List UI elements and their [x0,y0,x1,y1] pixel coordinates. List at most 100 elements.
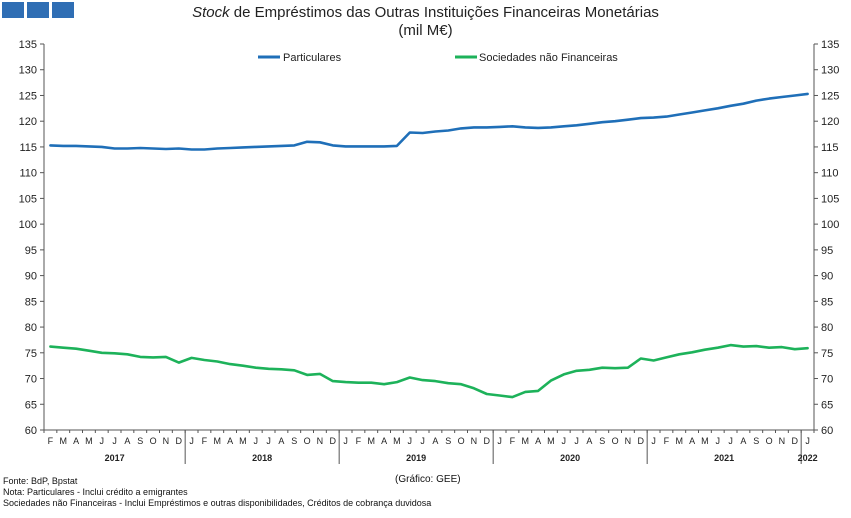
y-tick-label-right: 100 [821,219,839,231]
x-tick-label-month: D [792,436,799,446]
y-tick-label-left: 95 [25,245,37,257]
y-tick-label-right: 80 [821,322,833,334]
y-tick-label-left: 60 [25,425,37,437]
y-tick-label-right: 90 [821,271,833,283]
x-tick-label-month: J [343,436,348,446]
y-tick-label-left: 75 [25,348,37,360]
x-tick-label-month: A [381,436,387,446]
year-label: 2020 [560,453,580,463]
x-tick-label-month: J [574,436,579,446]
x-tick-label-month: A [432,436,438,446]
corner-square [27,2,49,18]
year-label: 2021 [714,453,734,463]
y-tick-label-left: 130 [19,65,37,77]
y-tick-label-left: 105 [19,193,37,205]
y-tick-label-left: 125 [19,90,37,102]
y-tick-label-left: 135 [19,39,37,51]
chart-title: Stock de Empréstimos das Outras Institui… [0,4,851,22]
x-tick-label-month: N [163,436,170,446]
y-tick-label-right: 125 [821,90,839,102]
graph-credit: (Gráfico: GEE) [395,474,461,485]
x-tick-label-month: J [254,436,259,446]
corner-square [2,2,24,18]
x-tick-label-month: S [445,436,451,446]
series-line-particulares [49,92,809,151]
x-tick-label-month: D [330,436,337,446]
x-tick-label-month: F [202,436,208,446]
x-tick-label-month: J [112,436,117,446]
x-tick-label-month: M [239,436,247,446]
y-tick-label-right: 105 [821,193,839,205]
x-tick-label-month: N [779,436,786,446]
chart-title-italic: Stock [192,4,230,21]
x-tick-label-month: M [547,436,555,446]
chart-unit: (mil M€) [398,22,453,39]
x-tick-label-month: O [458,436,465,446]
y-tick-label-left: 70 [25,374,37,386]
x-tick-label-month: J [805,436,810,446]
y-tick-label-right: 135 [821,39,839,51]
y-tick-label-right: 75 [821,348,833,360]
x-tick-label-month: A [124,436,130,446]
x-tick-label-month: A [73,436,79,446]
year-label: 2019 [406,453,426,463]
x-tick-label-month: J [728,436,733,446]
y-tick-label-left: 65 [25,399,37,411]
x-tick-label-month: J [716,436,721,446]
y-tick-label-right: 115 [821,142,839,154]
x-tick-label-month: O [612,436,619,446]
x-tick-label-month: N [317,436,324,446]
corner-square [52,2,74,18]
legend-label: Sociedades não Financeiras [479,52,618,64]
x-tick-label-month: M [676,436,684,446]
x-tick-label-month: J [408,436,413,446]
year-label: 2022 [798,453,818,463]
legend-label: Particulares [283,52,342,64]
x-tick-label-month: F [510,436,516,446]
x-tick-label-month: J [189,436,194,446]
x-tick-label-month: S [137,436,143,446]
footer-note-2: Sociedades não Financeiras - Inclui Empr… [3,498,432,508]
x-tick-label-month: M [368,436,376,446]
y-tick-label-right: 70 [821,374,833,386]
x-tick-label-month: D [484,436,491,446]
footer-source: Fonte: BdP, Bpstat [3,476,78,486]
x-tick-label-month: A [278,436,284,446]
y-tick-label-left: 80 [25,322,37,334]
y-tick-label-left: 90 [25,271,37,283]
x-tick-label-month: M [701,436,709,446]
year-label: 2018 [252,453,272,463]
x-tick-label-month: O [304,436,311,446]
y-tick-label-left: 115 [19,142,37,154]
x-tick-label-month: F [48,436,54,446]
y-tick-label-right: 85 [821,296,833,308]
x-tick-label-month: M [60,436,68,446]
x-tick-label-month: N [625,436,632,446]
x-tick-label-month: M [214,436,222,446]
x-tick-label-month: D [176,436,183,446]
year-label: 2017 [105,453,125,463]
x-tick-label-month: J [562,436,567,446]
chart-title-rest: de Empréstimos das Outras Instituições F… [229,4,659,21]
x-tick-label-month: S [291,436,297,446]
x-tick-label-month: J [420,436,425,446]
x-tick-label-month: F [356,436,362,446]
y-tick-label-right: 110 [821,168,839,180]
series-line-sociedades [49,343,809,399]
x-tick-label-month: A [535,436,541,446]
x-tick-label-month: A [740,436,746,446]
x-tick-label-month: J [266,436,271,446]
x-tick-label-month: M [85,436,93,446]
y-tick-label-right: 60 [821,425,833,437]
x-tick-label-month: A [689,436,695,446]
y-tick-label-right: 130 [821,65,839,77]
x-tick-label-month: J [497,436,502,446]
y-tick-label-right: 65 [821,399,833,411]
y-tick-label-right: 120 [821,116,839,128]
x-tick-label-month: F [664,436,670,446]
corner-logo [2,2,74,18]
y-tick-label-left: 110 [19,168,37,180]
x-tick-label-month: O [766,436,773,446]
x-tick-label-month: J [651,436,656,446]
